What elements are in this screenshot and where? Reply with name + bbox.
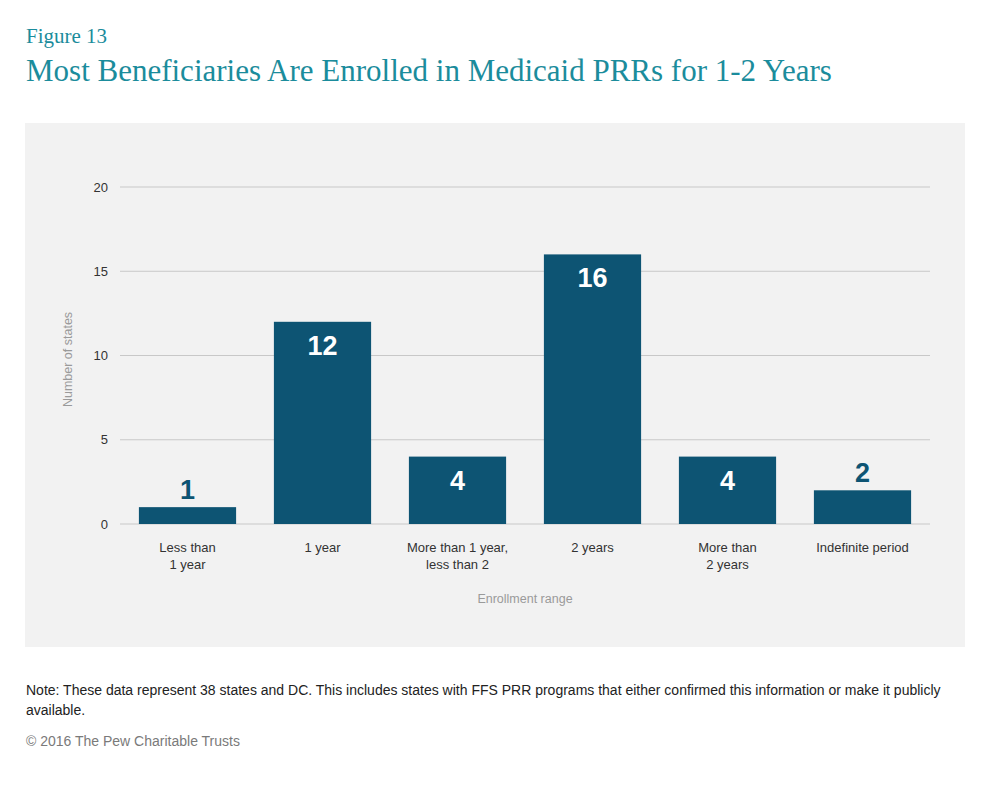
panel bbox=[25, 123, 965, 647]
grid-line bbox=[120, 271, 930, 272]
figure-number: Figure 13 bbox=[26, 24, 107, 48]
x-tick-label: More than 1 year, less than 2 bbox=[407, 540, 508, 572]
x-tick-label-line: 1 year bbox=[169, 557, 206, 572]
bar bbox=[679, 457, 776, 524]
x-tick-label: Less than 1 year bbox=[159, 540, 215, 572]
bars bbox=[139, 254, 911, 524]
data-label: 4 bbox=[450, 466, 465, 496]
title: Most Beneficiaries Are Enrolled in Medic… bbox=[26, 53, 832, 88]
y-axis-title: Number of states bbox=[61, 312, 75, 407]
x-tick-label-line: More than 1 year, bbox=[407, 540, 508, 555]
y-tick-label: 20 bbox=[94, 180, 108, 195]
bar bbox=[814, 490, 911, 524]
x-axis-title: Enrollment range bbox=[477, 592, 572, 606]
x-tick-label: More than 2 years bbox=[698, 540, 757, 572]
y-tick-label: 15 bbox=[94, 264, 108, 279]
x-tick-label-line: Less than bbox=[159, 540, 215, 555]
x-tick-label-line: less than 2 bbox=[426, 557, 489, 572]
source: © 2016 The Pew Charitable Trusts bbox=[26, 733, 240, 749]
bar bbox=[139, 507, 236, 524]
y-tick-label: 0 bbox=[101, 517, 108, 532]
grid-line bbox=[120, 439, 930, 440]
data-label: 2 bbox=[855, 458, 870, 488]
bar bbox=[274, 322, 371, 524]
x-tick-label: 1 year bbox=[304, 540, 341, 555]
data-label: 1 bbox=[180, 475, 195, 505]
data-label: 12 bbox=[307, 331, 337, 361]
bar bbox=[409, 457, 506, 524]
y-tick-label: 5 bbox=[101, 432, 108, 447]
x-tick-label-line: 2 years bbox=[571, 540, 614, 555]
x-tick-labels: Less than 1 year 1 year More than 1 year, le… bbox=[159, 540, 908, 572]
data-label: 16 bbox=[577, 263, 607, 293]
x-tick-label-line: 2 years bbox=[706, 557, 749, 572]
chart: Figure 13 Most Beneficiaries Are Enrolled… bbox=[0, 0, 990, 793]
grid: 0 5 10 15 20 bbox=[94, 180, 930, 532]
y-tick-label: 10 bbox=[94, 348, 108, 363]
grid-line bbox=[120, 187, 930, 188]
x-tick-label: 2 years bbox=[571, 540, 614, 555]
x-tick-label-line: Indefinite period bbox=[816, 540, 909, 555]
x-tick-label-line: 1 year bbox=[304, 540, 341, 555]
grid-line bbox=[120, 524, 930, 525]
bar bbox=[544, 254, 641, 524]
data-labels: 1 12 4 16 4 2 bbox=[180, 263, 870, 505]
data-label: 4 bbox=[720, 466, 735, 496]
grid-line bbox=[120, 355, 930, 356]
x-tick-label: Indefinite period bbox=[816, 540, 909, 555]
note: Note: These data represent 38 states and… bbox=[26, 680, 961, 720]
x-tick-label-line: More than bbox=[698, 540, 757, 555]
